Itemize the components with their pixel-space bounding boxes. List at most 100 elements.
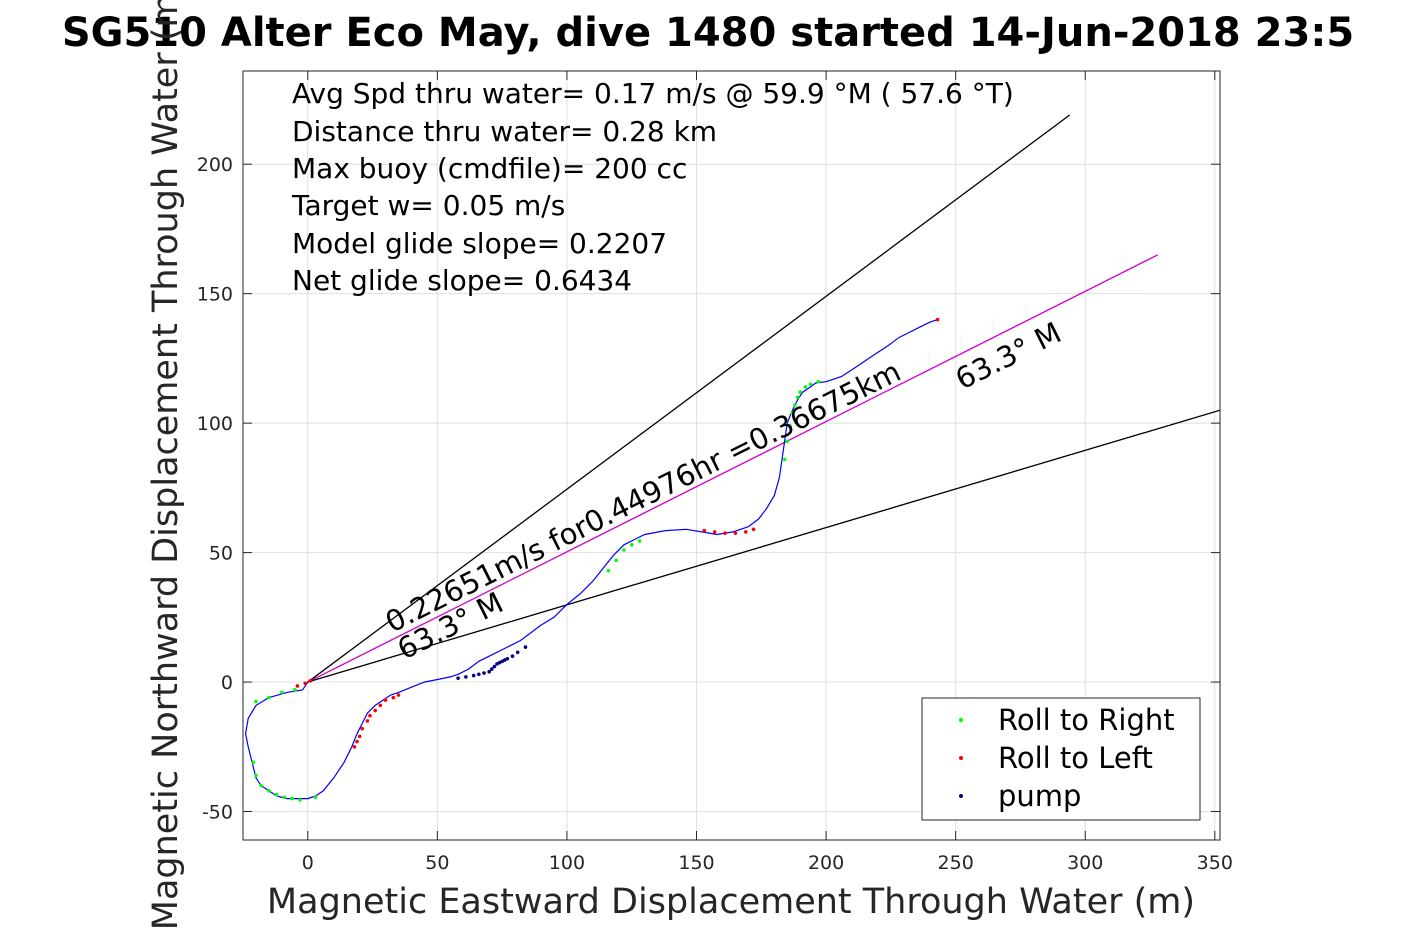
marker-roll-to-left — [723, 531, 727, 535]
marker-roll-to-left — [378, 703, 383, 708]
marker-roll-to-right — [280, 690, 284, 695]
marker-pump — [523, 645, 528, 649]
marker-roll-to-right — [259, 783, 263, 788]
marker-roll-to-left — [365, 719, 370, 723]
x-tick-label: 0 — [302, 852, 314, 874]
info-line-net-slope: Net glide slope= 0.6434 — [292, 264, 632, 297]
legend-marker-roll-right — [959, 718, 963, 722]
marker-pump — [471, 673, 476, 678]
marker-roll-to-left — [751, 527, 756, 532]
info-line-distance: Distance thru water= 0.28 km — [292, 115, 717, 148]
reference-lines — [307, 114, 1220, 683]
info-line-model-slope: Model glide slope= 0.2207 — [292, 227, 667, 260]
info-text-block: Avg Spd thru water= 0.17 m/s @ 59.9 °M (… — [291, 77, 1014, 297]
info-line-target-w: Target w= 0.05 m/s — [291, 189, 565, 222]
x-tick-label: 300 — [1067, 852, 1103, 874]
legend-box — [921, 697, 1201, 821]
marker-roll-to-left — [733, 531, 738, 535]
marker-roll-to-left — [391, 695, 396, 700]
marker-pump — [456, 676, 460, 680]
x-tick-label: 200 — [808, 852, 844, 874]
marker-roll-to-right — [254, 699, 258, 704]
marker-roll-to-left — [308, 678, 313, 683]
marker-roll-to-left — [743, 530, 748, 534]
marker-roll-to-right — [254, 773, 258, 778]
marker-roll-to-right — [614, 558, 618, 563]
y-tick-label: 50 — [209, 543, 233, 565]
legend-marker-pump — [959, 794, 963, 798]
marker-roll-to-left — [355, 739, 359, 744]
marker-roll-to-right — [290, 796, 295, 801]
tick-labels: 0 50 100 150 200 250 300 350 -50 0 50 100 150 200 — [197, 154, 1233, 874]
axes-box — [242, 70, 1221, 841]
marker-roll-to-right — [803, 385, 808, 389]
legend-marker-roll-left — [959, 756, 963, 760]
marker-roll-to-right — [251, 760, 256, 765]
marker-pump — [515, 650, 520, 655]
x-axis-label: Magnetic Eastward Displacement Through W… — [267, 882, 1195, 922]
reference-line-upper — [307, 114, 1071, 683]
x-tick-label: 250 — [938, 852, 974, 874]
marker-roll-to-right — [793, 403, 797, 407]
marker-roll-to-left — [396, 693, 401, 697]
marker-roll-to-right — [606, 568, 611, 573]
marker-roll-to-right — [785, 439, 790, 444]
marker-roll-to-right — [788, 423, 792, 428]
marker-roll-to-right — [629, 543, 634, 547]
marker-roll-to-right — [293, 688, 297, 692]
marker-roll-to-left — [383, 698, 388, 702]
heading-annotation-right: 63.3° M — [950, 315, 1067, 396]
marker-roll-to-right — [798, 390, 802, 394]
x-tick-label: 50 — [425, 852, 449, 874]
y-tick-label: 0 — [221, 672, 233, 694]
legend-label-roll-left: Roll to Left — [998, 741, 1153, 775]
marker-roll-to-right — [298, 798, 302, 802]
x-tick-label: 150 — [678, 852, 714, 874]
event-markers — [251, 317, 940, 802]
marker-pump — [487, 669, 491, 674]
marker-roll-to-left — [702, 528, 707, 533]
marker-roll-to-right — [622, 548, 626, 552]
marker-roll-to-right — [816, 379, 821, 384]
legend-label-roll-right: Roll to Right — [998, 703, 1175, 737]
marker-roll-to-right — [274, 792, 279, 797]
y-tick-label: -50 — [202, 802, 233, 824]
marker-roll-to-left — [712, 530, 717, 534]
marker-roll-to-right — [267, 695, 271, 700]
y-tick-label: 150 — [197, 284, 233, 306]
chart-title: SG510 Alter Eco May, dive 1480 started 1… — [62, 10, 1354, 56]
x-tick-label: 350 — [1197, 852, 1233, 874]
reference-line-lower — [307, 409, 1220, 683]
speed-annotation: 0.22651m/s for0.44976hr =0.36675km — [380, 354, 906, 639]
marker-pump — [477, 672, 481, 677]
legend-label-pump: pump — [998, 779, 1081, 813]
marker-pump — [510, 654, 515, 658]
marker-roll-to-left — [357, 734, 362, 739]
axis-ticks — [243, 71, 1220, 840]
marker-roll-to-left — [303, 681, 307, 686]
marker-roll-to-left — [373, 708, 377, 713]
marker-roll-to-left — [352, 744, 357, 749]
marker-roll-to-left — [935, 317, 940, 322]
marker-roll-to-right — [782, 457, 787, 462]
marker-roll-to-right — [267, 789, 271, 793]
marker-roll-to-right — [790, 410, 795, 415]
y-axis-label: Magnetic Northward Displacement Through … — [146, 0, 186, 930]
marker-roll-to-left — [295, 684, 300, 688]
marker-roll-to-right — [808, 382, 813, 387]
marker-pump — [489, 667, 494, 671]
marker-roll-to-right — [313, 795, 318, 800]
marker-roll-to-left — [368, 713, 372, 718]
legend: Roll to Right Roll to Left pump — [921, 697, 1201, 821]
marker-pump — [482, 671, 486, 675]
y-tick-label: 200 — [197, 154, 233, 176]
marker-pump — [505, 656, 510, 661]
y-tick-label: 100 — [197, 413, 233, 435]
marker-pump — [492, 664, 497, 669]
marker-pump — [464, 675, 468, 679]
marker-roll-to-right — [795, 395, 800, 400]
info-line-max-buoy: Max buoy (cmdfile)= 200 cc — [292, 152, 687, 185]
marker-roll-to-left — [360, 726, 365, 731]
info-line-speed: Avg Spd thru water= 0.17 m/s @ 59.9 °M (… — [292, 77, 1014, 110]
